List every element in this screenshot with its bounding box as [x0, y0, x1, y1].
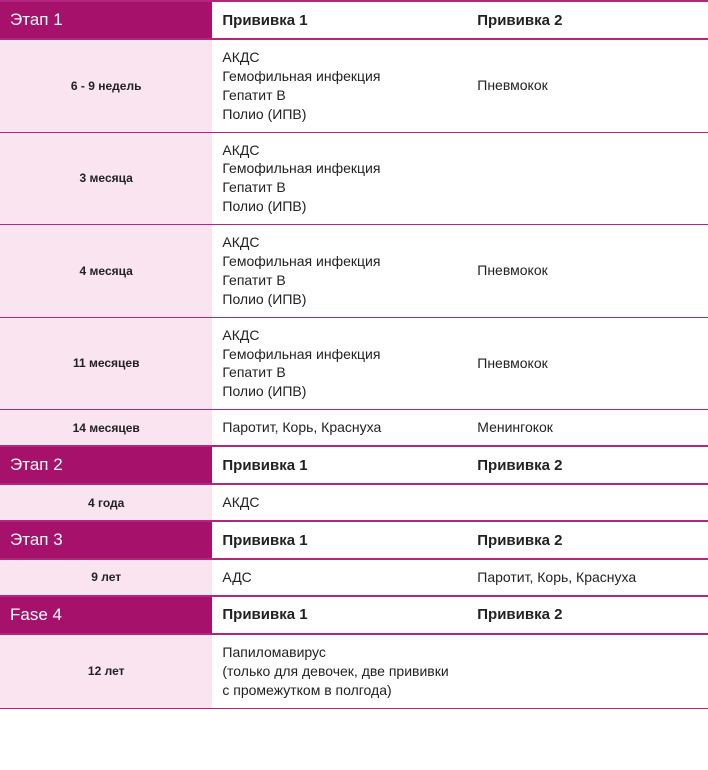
vaccine-2-cell: Пневмокок	[467, 317, 708, 410]
column-header-v1: Прививка 1	[212, 596, 467, 634]
age-cell: 3 месяца	[0, 132, 212, 225]
vaccine-1-cell: АКДСГемофильная инфекцияГепатит ВПолио (…	[212, 132, 467, 225]
stage-label: Этап 2	[0, 446, 212, 484]
vaccine-2-cell: Пневмокок	[467, 225, 708, 318]
age-cell: 14 месяцев	[0, 410, 212, 446]
age-cell: 11 месяцев	[0, 317, 212, 410]
vaccine-1-cell: Паротит, Корь, Краснуха	[212, 410, 467, 446]
column-header-v1: Прививка 1	[212, 446, 467, 484]
vaccine-1-cell: АКДС	[212, 484, 467, 521]
vaccination-schedule-table: Этап 1Прививка 1Прививка 26 - 9 недельАК…	[0, 0, 708, 709]
vaccine-1-cell: АДС	[212, 559, 467, 596]
column-header-v1: Прививка 1	[212, 1, 467, 39]
age-cell: 12 лет	[0, 634, 212, 708]
vaccine-2-cell: Паротит, Корь, Краснуха	[467, 559, 708, 596]
vaccine-1-cell: АКДСГемофильная инфекцияГепатит ВПолио (…	[212, 317, 467, 410]
age-cell: 6 - 9 недель	[0, 39, 212, 132]
vaccine-1-cell: АКДСГемофильная инфекцияГепатит ВПолио (…	[212, 225, 467, 318]
stage-label: Этап 3	[0, 521, 212, 559]
vaccine-2-cell	[467, 484, 708, 521]
column-header-v2: Прививка 2	[467, 446, 708, 484]
vaccine-2-cell	[467, 132, 708, 225]
column-header-v2: Прививка 2	[467, 596, 708, 634]
stage-label: Fase 4	[0, 596, 212, 634]
vaccine-2-cell: Менингокок	[467, 410, 708, 446]
column-header-v1: Прививка 1	[212, 521, 467, 559]
column-header-v2: Прививка 2	[467, 521, 708, 559]
vaccine-1-cell: АКДСГемофильная инфекцияГепатит ВПолио (…	[212, 39, 467, 132]
vaccine-1-cell: Папиломавирус(только для девочек, две пр…	[212, 634, 467, 708]
vaccine-2-cell	[467, 634, 708, 708]
age-cell: 4 года	[0, 484, 212, 521]
age-cell: 4 месяца	[0, 225, 212, 318]
column-header-v2: Прививка 2	[467, 1, 708, 39]
vaccine-2-cell: Пневмокок	[467, 39, 708, 132]
stage-label: Этап 1	[0, 1, 212, 39]
age-cell: 9 лет	[0, 559, 212, 596]
